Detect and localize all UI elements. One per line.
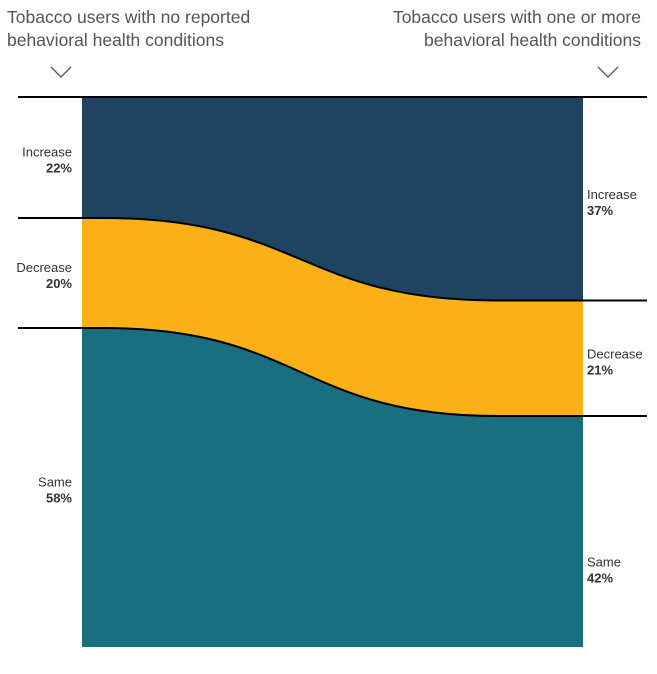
right-header-line-1: Tobacco users with one or more [392, 7, 641, 27]
band-decrease [82, 218, 583, 416]
left-decrease-label: Decrease [16, 260, 72, 275]
right-decrease-label: Decrease [587, 346, 643, 361]
right-header-line-2: behavioral health conditions [424, 30, 641, 50]
boundary-line [18, 217, 647, 302]
right-decrease-value: 21% [587, 362, 613, 377]
right-same-label: Same [587, 555, 621, 570]
left-increase-value: 22% [46, 161, 72, 176]
band-same [82, 328, 583, 647]
left-increase-label: Increase [22, 145, 72, 160]
chevron-down-icon [597, 66, 619, 78]
left-same-label: Same [38, 475, 72, 490]
left-column-header: Tobacco users with no reported behaviora… [7, 6, 250, 52]
right-increase-value: 37% [587, 203, 613, 218]
boundary-line [18, 327, 647, 417]
right-same-value: 42% [587, 571, 613, 586]
band-increase [82, 97, 583, 301]
left-decrease-value: 20% [46, 276, 72, 291]
left-same-value: 58% [46, 491, 72, 506]
left-header-line-2: behavioral health conditions [7, 30, 224, 50]
right-increase-label: Increase [587, 187, 637, 202]
chevron-down-icon [50, 66, 72, 78]
left-header-line-1: Tobacco users with no reported [7, 7, 251, 27]
right-column-header: Tobacco users with one or more behaviora… [393, 6, 641, 52]
